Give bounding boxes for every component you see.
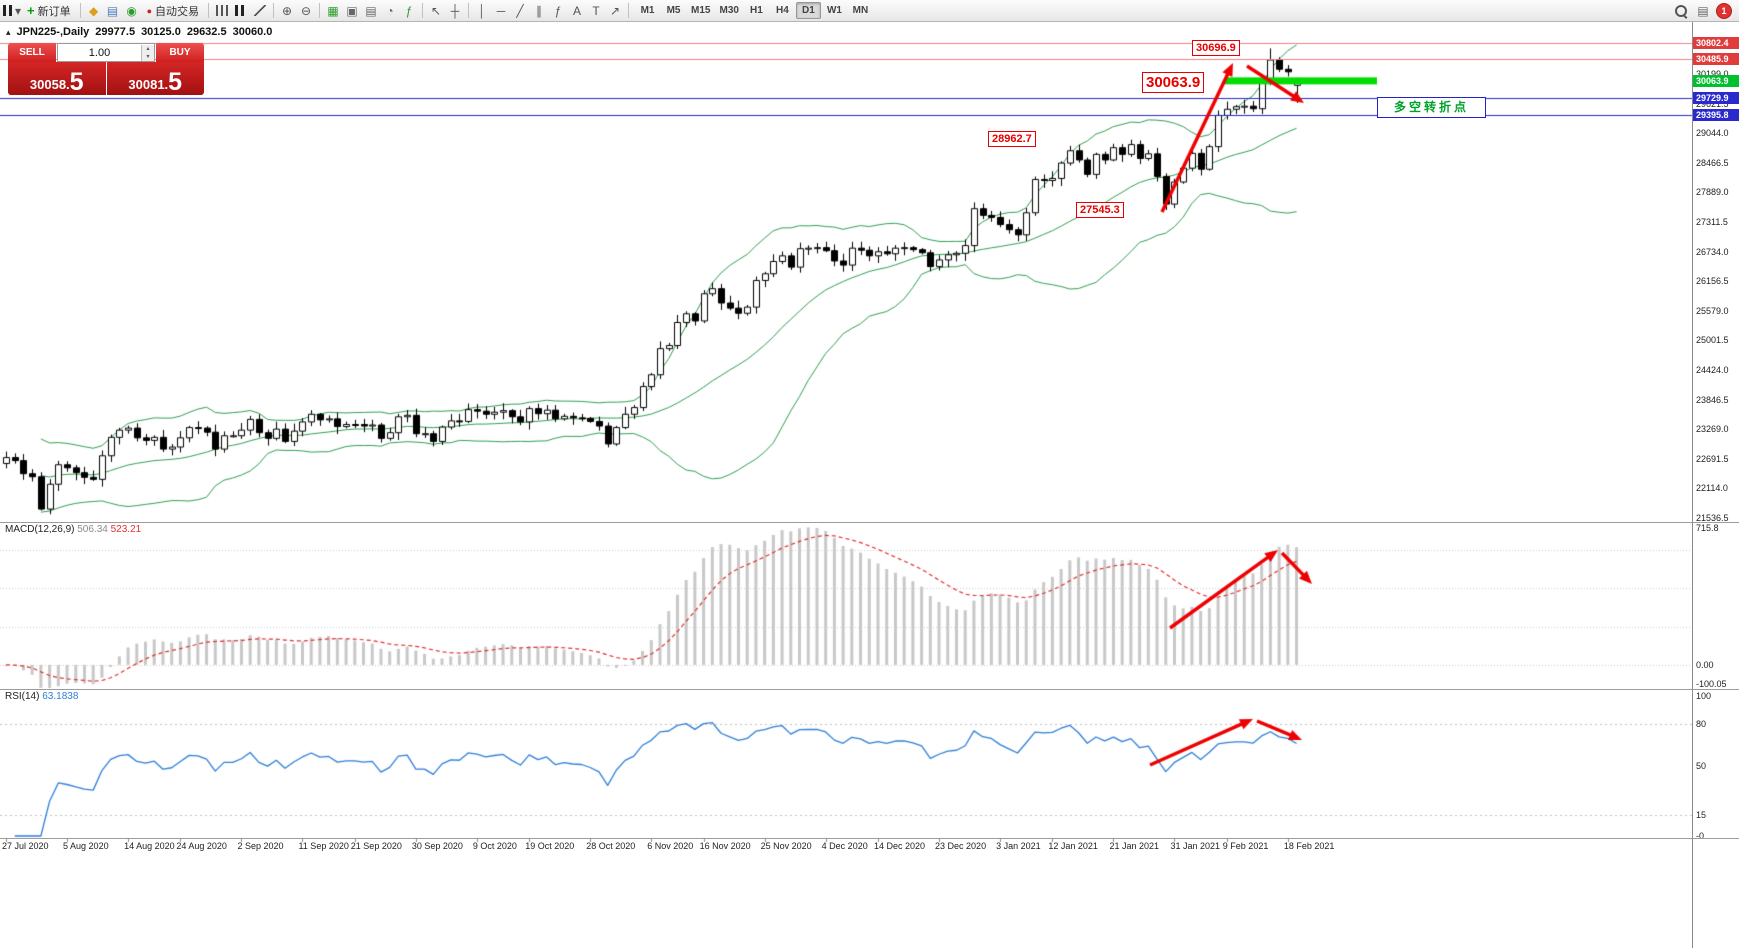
sell-price[interactable]: 30058. 5 <box>8 62 106 95</box>
date-label: 23 Dec 2020 <box>935 841 987 851</box>
time-axis-separator <box>0 838 1739 839</box>
volume-value: 1.00 <box>88 46 111 59</box>
turning-point-label[interactable]: 多空转折点 <box>1377 97 1486 118</box>
date-label: 24 Aug 2020 <box>176 841 227 851</box>
date-label: 9 Oct 2020 <box>472 841 517 851</box>
chart-ohlc-header: ▴ JPN225-,Daily 29977.5 30125.0 29632.5 … <box>6 26 272 38</box>
annotation-resistance-price[interactable]: 30063.9 <box>1142 72 1205 93</box>
one-click-trading-panel: SELL 1.00 ▴ ▾ BUY 30058. 5 30081. 5 <box>8 43 204 95</box>
date-label: 28 Oct 2020 <box>586 841 636 851</box>
price-tag-red-line: 30802.4 <box>1693 37 1739 49</box>
date-label: 11 Sep 2020 <box>298 841 349 851</box>
annotation-mid-price[interactable]: 28962.7 <box>988 131 1036 147</box>
rsi-panel-separator[interactable] <box>0 689 1739 690</box>
buy-price-main: 30081. <box>128 76 169 92</box>
price-tick: 27311.5 <box>1696 217 1728 227</box>
price-tag-blue-line: 29395.8 <box>1693 109 1739 121</box>
price-tag-green-level: 30063.9 <box>1693 75 1739 87</box>
date-label: 14 Aug 2020 <box>124 841 175 851</box>
annotation-peak-price[interactable]: 30696.9 <box>1192 40 1240 56</box>
ohlc-open: 29977.5 <box>95 26 136 38</box>
price-tick: 25579.0 <box>1696 306 1729 316</box>
rsi-label: RSI(14) 63.1838 <box>5 691 79 702</box>
date-label: 30 Sep 2020 <box>411 841 463 851</box>
ohlc-close: 30060.0 <box>232 26 273 38</box>
date-label: 25 Nov 2020 <box>760 841 812 851</box>
date-label: 4 Dec 2020 <box>821 841 868 851</box>
sell-price-big-digit: 5 <box>69 67 84 96</box>
price-tick: 21536.5 <box>1696 513 1729 523</box>
date-label: 21 Sep 2020 <box>350 841 402 851</box>
date-label: 3 Jan 2021 <box>996 841 1041 851</box>
date-label: 9 Feb 2021 <box>1222 841 1269 851</box>
price-tick: 26156.5 <box>1696 276 1729 286</box>
volume-spinner: ▴ ▾ <box>141 44 154 61</box>
rsi-tick: 50 <box>1696 761 1707 771</box>
date-label: 6 Nov 2020 <box>647 841 694 851</box>
volume-field[interactable]: 1.00 ▴ ▾ <box>57 43 155 62</box>
date-label: 12 Jan 2021 <box>1048 841 1098 851</box>
rsi-tick: 15 <box>1696 810 1707 820</box>
date-label: 14 Dec 2020 <box>874 841 926 851</box>
price-axis[interactable]: 30776.530199.029621.529044.028466.527889… <box>1692 22 1739 948</box>
date-label: 21 Jan 2021 <box>1109 841 1159 851</box>
macd-signal-value: 523.21 <box>110 524 142 535</box>
date-label: 16 Nov 2020 <box>699 841 751 851</box>
date-label: 19 Oct 2020 <box>525 841 575 851</box>
annotation-low-price[interactable]: 27545.3 <box>1076 202 1124 218</box>
sell-button[interactable]: SELL <box>8 43 56 62</box>
rsi-tick: 100 <box>1696 691 1712 701</box>
volume-increase-button[interactable]: ▴ <box>142 44 154 53</box>
rsi-tick: 80 <box>1696 719 1707 729</box>
price-tick: 23846.5 <box>1696 395 1729 405</box>
date-label: 2 Sep 2020 <box>237 841 284 851</box>
price-tick: 26734.0 <box>1696 247 1729 257</box>
date-label: 5 Aug 2020 <box>63 841 109 851</box>
macd-tick: 715.8 <box>1696 523 1719 533</box>
macd-panel-separator[interactable] <box>0 522 1739 523</box>
sell-price-main: 30058. <box>29 76 70 92</box>
price-tick: 23269.0 <box>1696 424 1729 434</box>
price-tick: 24424.0 <box>1696 365 1729 375</box>
macd-label: MACD(12,26,9) 506.34 523.21 <box>5 524 142 535</box>
price-tag-red-line: 30485.9 <box>1693 53 1739 65</box>
price-tick: 22691.5 <box>1696 454 1729 464</box>
chart-title: JPN225-,Daily <box>16 26 90 38</box>
buy-price[interactable]: 30081. 5 <box>106 62 204 96</box>
rsi-value: 63.1838 <box>42 691 79 702</box>
volume-decrease-button[interactable]: ▾ <box>142 52 154 61</box>
date-label: 31 Jan 2021 <box>1170 841 1221 851</box>
ohlc-high: 30125.0 <box>141 26 181 38</box>
price-tag-blue-line: 29729.9 <box>1693 92 1739 104</box>
macd-main-value: 506.34 <box>77 524 108 535</box>
macd-tick: 0.00 <box>1696 660 1714 670</box>
collapse-panel-icon[interactable]: ▴ <box>6 26 11 37</box>
price-tick: 29621.5 <box>1696 99 1729 109</box>
price-tick: 22114.0 <box>1696 483 1728 493</box>
buy-button[interactable]: BUY <box>156 43 204 62</box>
price-tick: 25001.5 <box>1696 335 1729 345</box>
macd-tick: -100.05 <box>1696 679 1727 689</box>
price-tick: 30199.0 <box>1696 69 1729 79</box>
buy-price-big-digit: 5 <box>168 67 183 96</box>
ohlc-low: 29632.5 <box>186 26 227 38</box>
price-tick: 29044.0 <box>1696 128 1729 138</box>
price-tick: 28466.5 <box>1696 158 1729 168</box>
date-label: 18 Feb 2021 <box>1283 841 1335 851</box>
price-tick: 27889.0 <box>1696 187 1729 197</box>
date-label: 27 Jul 2020 <box>2 841 49 851</box>
rsi-tick: -0 <box>1696 831 1705 841</box>
